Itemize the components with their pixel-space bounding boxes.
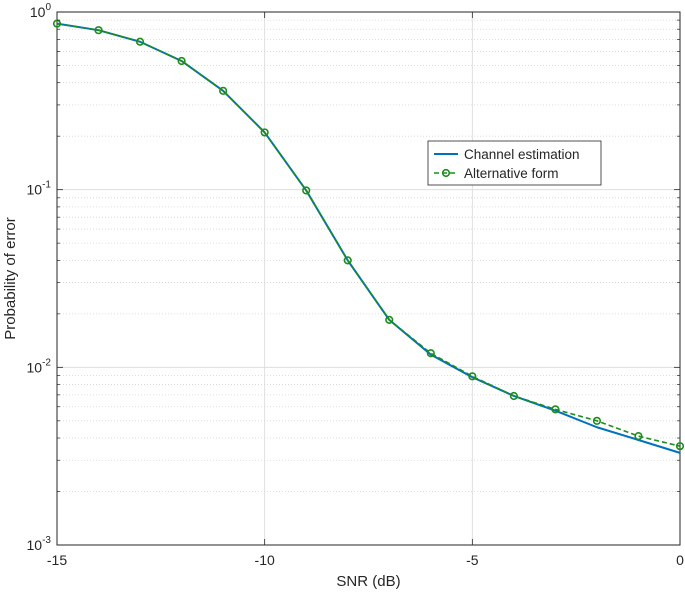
data-point-alternative-form bbox=[260, 128, 269, 137]
data-point-alternative-form bbox=[135, 37, 145, 46]
x-tick-label: -15 bbox=[47, 552, 67, 568]
x-axis-title: SNR (dB) bbox=[336, 573, 400, 590]
data-point-alternative-form bbox=[426, 349, 435, 358]
x-tick-label: -10 bbox=[255, 552, 275, 568]
data-point-alternative-form bbox=[551, 405, 560, 414]
ticks: -15 -10 -5 0 100 10-1 10-2 10-3 bbox=[27, 2, 685, 568]
legend-marker-alternative-form bbox=[441, 168, 451, 178]
data-point-alternative-form bbox=[94, 26, 103, 35]
series-layer bbox=[52, 19, 685, 454]
grid bbox=[56, 11, 681, 546]
x-tick-label: 0 bbox=[676, 552, 684, 568]
legend-label-alternative-form: Alternative form bbox=[464, 166, 559, 181]
data-point-alternative-form bbox=[302, 186, 311, 195]
x-tick-label: -5 bbox=[466, 552, 479, 568]
y-tick-label: 100 bbox=[30, 2, 52, 20]
legend-label-channel-estimation: Channel estimation bbox=[464, 147, 580, 162]
data-point-alternative-form bbox=[343, 256, 352, 265]
plot-frame bbox=[56, 11, 681, 546]
series-line-alternative-form bbox=[56, 22, 681, 447]
y-tick-label: 10-2 bbox=[27, 357, 52, 375]
data-point-alternative-form bbox=[468, 372, 477, 381]
data-point-alternative-form bbox=[675, 442, 685, 451]
data-point-alternative-form bbox=[177, 56, 186, 66]
data-point-alternative-form bbox=[509, 391, 518, 401]
y-axis-title: Probability of error bbox=[2, 217, 19, 340]
legend: Channel estimation Alternative form bbox=[427, 140, 602, 186]
data-point-alternative-form bbox=[385, 315, 394, 324]
y-tick-label: 10-1 bbox=[27, 180, 52, 198]
data-point-alternative-form bbox=[592, 416, 602, 425]
y-tick-label: 10-3 bbox=[27, 535, 52, 553]
data-point-alternative-form bbox=[634, 432, 643, 441]
data-point-alternative-form bbox=[219, 86, 228, 95]
legend-box bbox=[427, 140, 602, 186]
